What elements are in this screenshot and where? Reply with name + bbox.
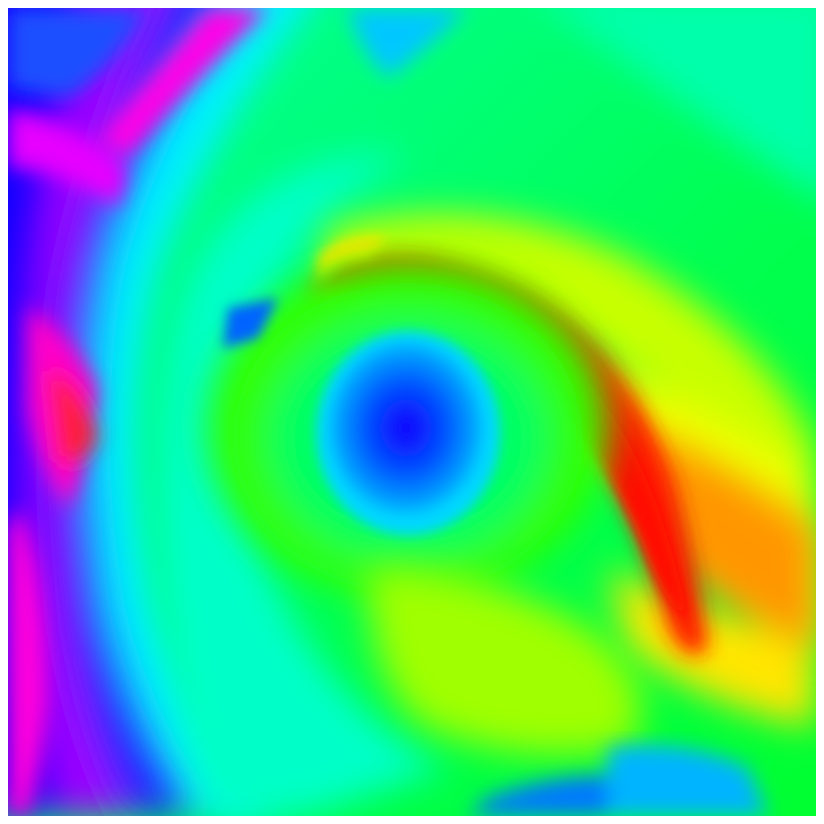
top-blue: [8, 8, 468, 98]
bottom-patches: [468, 745, 768, 816]
lower-patch: [368, 568, 642, 755]
hue-field-svg: [8, 8, 816, 816]
magenta-streaks: [8, 8, 268, 816]
small-artifact: [223, 298, 278, 348]
vortex-eye: [316, 331, 500, 535]
orange-zone: [648, 428, 816, 648]
yellow-edge: [318, 237, 388, 283]
mint-glow: [553, 8, 816, 195]
hue-field-canvas: [8, 8, 816, 816]
